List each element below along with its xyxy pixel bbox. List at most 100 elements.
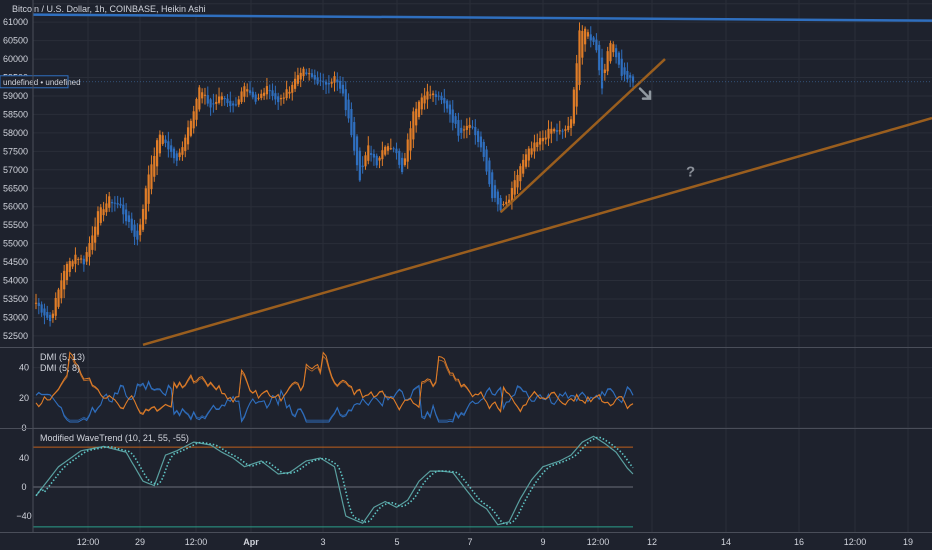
candle-body	[446, 100, 449, 109]
candle-body	[631, 76, 635, 83]
candle-body	[164, 139, 167, 143]
candle-body	[324, 81, 328, 85]
candle-body	[468, 124, 471, 128]
support-trendline-short[interactable]	[499, 58, 666, 214]
candle-body	[299, 72, 302, 80]
candle-body	[243, 86, 246, 97]
candle-body	[161, 135, 164, 144]
arrow-stroke	[638, 87, 652, 100]
candle-body	[246, 89, 249, 92]
candle-body	[502, 204, 505, 206]
candle-body	[398, 150, 401, 165]
candle-body	[569, 119, 573, 128]
candle-body	[282, 97, 285, 99]
wt-y-tick-label: −40	[16, 511, 31, 521]
candle-body	[426, 91, 429, 100]
candle-body	[358, 150, 361, 181]
x-tick-label: 7	[467, 537, 472, 547]
candle-body	[519, 166, 522, 182]
candle-body	[51, 313, 54, 319]
candle-body	[85, 252, 88, 262]
x-tick-label: Apr	[243, 537, 259, 547]
candle-body	[333, 76, 336, 83]
x-tick-label: 12:00	[587, 537, 610, 547]
candle-body	[462, 129, 466, 131]
wavetrend-levels	[33, 446, 633, 528]
candle-body	[536, 142, 539, 147]
candle-body	[125, 209, 128, 222]
candle-body	[375, 155, 378, 166]
dmi-label-1: DMI (5, 13)	[40, 352, 85, 362]
wavetrend-indicator-panel[interactable]: Modified WaveTrend (10, 21, 55, -55) −40…	[16, 433, 634, 528]
main-y-tick-label: 54500	[3, 257, 28, 267]
candle-body	[431, 93, 435, 95]
candle-body	[150, 164, 153, 190]
main-y-tick-label: 55500	[3, 220, 28, 230]
x-tick-label: 12:00	[185, 537, 208, 547]
candle-body	[350, 109, 353, 136]
dmi-minus-series-2	[35, 381, 634, 421]
candle-body	[575, 63, 578, 107]
candle-body	[209, 99, 212, 108]
candle-body	[291, 84, 294, 93]
main-y-tick-label: 61000	[3, 17, 28, 27]
main-y-tick-label: 53000	[3, 312, 28, 322]
candle-body	[460, 127, 463, 133]
main-y-tick-label: 53500	[3, 294, 28, 304]
dmi-y-tick-label: 20	[19, 393, 29, 403]
candle-body	[626, 70, 629, 80]
candle-body	[105, 203, 108, 213]
candle-body	[524, 154, 528, 167]
candle-body	[581, 30, 584, 58]
candle-body	[544, 137, 547, 140]
candle-body	[491, 172, 494, 199]
candle-body	[203, 94, 207, 96]
candle-body	[474, 127, 477, 136]
candle-body	[341, 84, 345, 94]
dmi-plus-series-2	[35, 355, 634, 414]
candle-body	[308, 73, 311, 75]
main-y-tick-label: 58500	[3, 109, 28, 119]
wavetrend-series	[35, 435, 634, 526]
candle-body	[499, 197, 502, 211]
candle-body	[257, 97, 260, 99]
candle-body	[406, 139, 409, 162]
candle-body	[167, 141, 170, 150]
candle-body	[217, 96, 221, 103]
main-price-panel[interactable]: ? Bitcoin / U.S. Dollar, 1h, COINBASE, H…	[0, 4, 932, 346]
candle-body	[378, 157, 381, 161]
candle-body	[260, 93, 263, 98]
candle-body	[158, 134, 162, 154]
candle-body	[339, 80, 342, 89]
candle-body	[186, 127, 190, 145]
candle-body	[443, 97, 446, 104]
candle-body	[220, 96, 223, 100]
resistance-trendline[interactable]	[32, 13, 932, 22]
candle-body	[268, 90, 271, 92]
candle-body	[57, 289, 60, 307]
candle-body	[122, 204, 125, 215]
candle-body	[485, 149, 488, 172]
candle-body	[505, 201, 508, 205]
candle-body	[550, 128, 553, 134]
candle-body	[507, 199, 511, 203]
candle-body	[119, 203, 122, 206]
candle-body	[234, 104, 238, 106]
candle-body	[330, 81, 333, 84]
wavetrend-label: Modified WaveTrend (10, 21, 55, -55)	[40, 433, 189, 443]
candle-body	[206, 95, 209, 104]
candle-body	[296, 75, 299, 84]
candle-body	[617, 52, 621, 65]
candle-body	[533, 142, 536, 152]
support-trendline-long[interactable]	[142, 116, 932, 346]
x-tick-label: 14	[721, 537, 731, 547]
candle-body	[589, 34, 592, 41]
candle-body	[510, 187, 514, 202]
candle-body	[493, 185, 497, 198]
panel-separators	[0, 0, 932, 533]
candle-body	[609, 43, 612, 62]
candle-body	[606, 51, 609, 72]
candle-body	[361, 165, 364, 168]
main-y-tick-label: 56000	[3, 202, 28, 212]
